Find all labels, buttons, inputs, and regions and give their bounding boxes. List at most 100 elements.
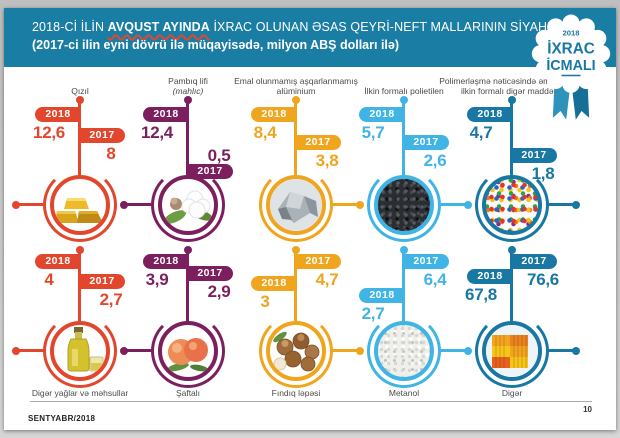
product-circle — [475, 168, 580, 242]
title-highlight: AVQUST AYINDA — [107, 20, 210, 34]
item-label: Polimerləşmə nəticəsində əmələ gələn ilk… — [439, 75, 585, 96]
value-2018: 8,4 — [253, 123, 277, 142]
item-qizil: Qızıl 2018 12,6 2017 8 — [12, 80, 145, 246]
footer-date: SENTYABR/2018 — [28, 414, 96, 423]
value-2017: 0,5 — [207, 146, 231, 165]
badge-year: 2018 — [563, 29, 580, 38]
stem-line — [510, 101, 513, 176]
aluminium-icon — [266, 175, 326, 235]
product-circle — [120, 314, 225, 388]
connector-dot — [464, 346, 472, 355]
connector-line — [547, 200, 580, 209]
year-pill-2018: 2018 — [359, 107, 405, 122]
connector-dot — [356, 346, 364, 355]
value-2017: 2,9 — [207, 282, 231, 301]
stem-line — [186, 101, 189, 176]
connector-dot — [572, 200, 580, 209]
year-pill-2017: 2017 — [511, 148, 557, 163]
connector-dot — [12, 200, 20, 209]
product-circle — [367, 314, 472, 388]
item-label: Digər — [501, 388, 523, 398]
stem-line — [402, 250, 405, 322]
value-2017: 76,6 — [527, 270, 559, 289]
year-pill-2017: 2017 — [187, 164, 233, 179]
product-circle — [259, 168, 364, 242]
connector-line — [12, 200, 45, 209]
page-number: 10 — [583, 405, 592, 414]
page-title: 2018-Cİ İLİN AVQUST AYINDA İXRAC OLUNAN … — [32, 20, 563, 34]
value-2017: 6,4 — [423, 270, 447, 289]
product-circle — [367, 168, 472, 242]
item-label: Fındıq ləpəsi — [271, 388, 321, 398]
year-pill-2018: 2018 — [35, 254, 81, 269]
oil-bottle-icon — [50, 321, 110, 381]
header-bar: 2018-Cİ İLİN AVQUST AYINDA İXRAC OLUNAN … — [4, 8, 616, 67]
value-2017: 4,7 — [315, 270, 339, 289]
year-pill-2017: 2017 — [79, 128, 125, 143]
item-polimer-maddeler: Polimerləşmə nəticəsində əmələ gələn ilk… — [439, 76, 585, 246]
product-circle — [12, 168, 117, 242]
badge-line1: İXRAC — [547, 41, 595, 58]
year-pill-2018: 2018 — [251, 276, 297, 291]
connector-line — [439, 346, 472, 355]
connector-dot — [12, 346, 20, 355]
year-pill-2018: 2018 — [467, 107, 513, 122]
item-findiq-lepesi: 2017 4,7 2018 3 — [231, 246, 364, 404]
year-pill-2017: 2017 — [187, 266, 233, 281]
year-pill-2018: 2018 — [467, 269, 513, 284]
year-pill-2017: 2017 — [403, 135, 449, 150]
connector-line — [547, 346, 580, 355]
year-pill-2017: 2017 — [295, 254, 341, 269]
peach-icon — [158, 321, 218, 381]
connector-line — [120, 346, 153, 355]
page-subtitle: (2017-ci ilin eyni dövrü ilə müqayisədə,… — [32, 38, 400, 52]
badge-line2: İCMALI — [546, 57, 595, 74]
value-2018: 3 — [260, 292, 270, 311]
year-pill-2018: 2018 — [359, 288, 405, 303]
stem-line — [510, 250, 513, 322]
item-metanol: 2017 6,4 2018 2,7 Metanol — [339, 246, 472, 404]
value-2018: 12,4 — [141, 123, 173, 142]
item-aluminium: Emal olunmamış aşqarlanmamış alüminium 2… — [231, 76, 364, 246]
value-2018: 67,8 — [465, 285, 497, 304]
year-pill-2017: 2017 — [79, 274, 125, 289]
year-pill-2017: 2017 — [403, 254, 449, 269]
black-pellets-icon — [374, 175, 434, 235]
footer-divider — [30, 401, 592, 402]
year-pill-2018: 2018 — [143, 254, 189, 269]
item-label: Emal olunmamış aşqarlanmamış alüminium — [234, 75, 358, 96]
value-2017: 2,6 — [423, 151, 447, 170]
item-label: Qızıl — [71, 85, 89, 96]
connector-dot — [120, 200, 128, 209]
product-circle — [475, 314, 580, 388]
connector-dot — [120, 346, 128, 355]
value-2018: 4 — [44, 270, 54, 289]
value-2017: 8 — [106, 144, 116, 163]
value-2017: 2,7 — [99, 290, 123, 309]
white-granules-icon — [374, 321, 434, 381]
year-pill-2018: 2018 — [35, 107, 81, 122]
connector-line — [439, 200, 472, 209]
stem-dot — [292, 96, 300, 104]
containers-icon — [482, 321, 542, 381]
item-label: Pambıq lifi (mahlıc) — [168, 75, 208, 96]
connector-dot — [464, 200, 472, 209]
item-pambiq-lifi: Pambıq lifi (mahlıc) 2018 12,4 0,5 2017 — [120, 76, 253, 246]
value-2018: 5,7 — [361, 123, 385, 142]
item-label: Digər yağlar və məhsullar — [31, 388, 129, 398]
year-pill-2018: 2018 — [143, 107, 189, 122]
badge-seal-icon: 2018 İXRAC İCMALI — [531, 14, 611, 120]
stem-dot — [184, 96, 192, 104]
connector-line — [331, 200, 364, 209]
item-label: İlkin formalı polietilen — [364, 85, 444, 96]
value-2018: 4,7 — [469, 123, 493, 142]
item-polietilen: İlkin formalı polietilen 2018 5,7 2017 2… — [339, 80, 472, 246]
cotton-icon — [158, 175, 218, 235]
connector-dot — [572, 346, 580, 355]
item-diger: 2017 76,6 2018 67,8 — [447, 246, 580, 404]
year-pill-2017: 2017 — [511, 254, 557, 269]
hazelnut-icon — [266, 321, 326, 381]
stem-dot — [508, 96, 516, 104]
value-2018: 2,7 — [361, 304, 385, 323]
